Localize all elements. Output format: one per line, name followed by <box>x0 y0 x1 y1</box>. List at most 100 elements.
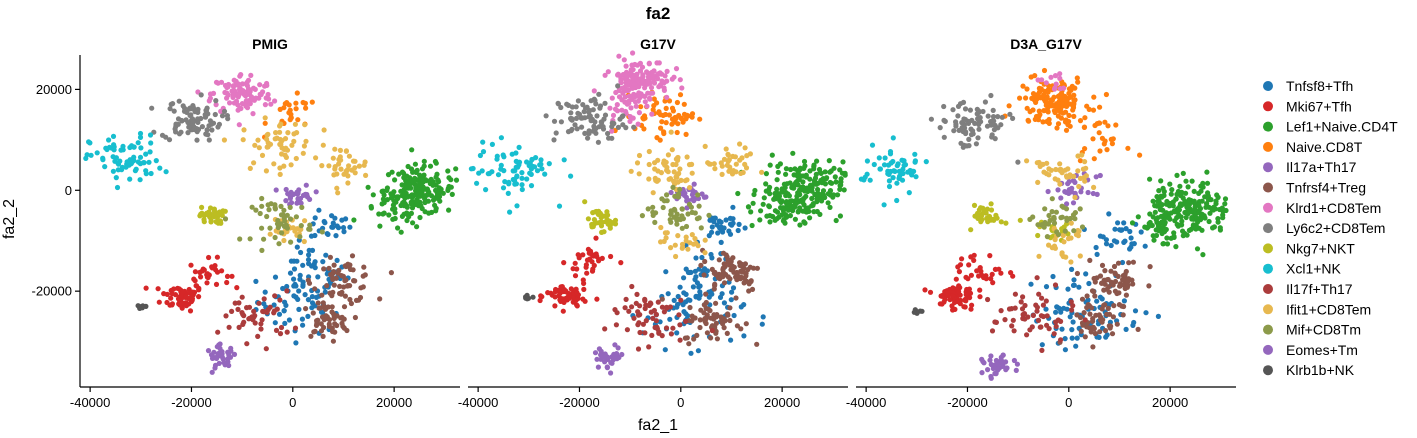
scatter-point <box>335 270 341 276</box>
x-tick-label: 0 <box>677 395 684 410</box>
scatter-point <box>1102 328 1109 334</box>
scatter-point <box>341 171 347 177</box>
scatter-point <box>318 321 324 327</box>
scatter-point <box>679 206 685 212</box>
scatter-point <box>427 163 434 169</box>
scatter-point <box>649 332 655 338</box>
scatter-point <box>251 97 257 103</box>
scatter-point <box>155 286 161 292</box>
scatter-point <box>1072 179 1078 185</box>
scatter-point <box>1055 177 1061 183</box>
scatter-point <box>288 239 294 245</box>
scatter-point <box>316 207 322 213</box>
scatter-point <box>362 272 368 278</box>
scatter-point <box>636 152 643 159</box>
scatter-point <box>1055 231 1062 238</box>
scatter-point <box>975 135 981 141</box>
scatter-point <box>235 306 241 312</box>
scatter-point <box>632 99 639 105</box>
scatter-point <box>513 164 519 170</box>
scatter-point <box>1054 125 1060 131</box>
scatter-point <box>306 261 312 267</box>
scatter-point <box>988 276 994 282</box>
scatter-point <box>281 207 287 213</box>
scatter-point <box>837 186 843 192</box>
scatter-point <box>608 253 614 260</box>
scatter-point <box>919 308 925 314</box>
x-tick-label: -20000 <box>559 395 599 410</box>
scatter-point <box>649 72 656 78</box>
scatter-point <box>977 287 983 293</box>
scatter-point <box>1055 103 1061 109</box>
scatter-point <box>421 163 427 169</box>
scatter-point <box>722 318 728 324</box>
scatter-point <box>787 213 794 219</box>
scatter-point <box>714 336 721 342</box>
scatter-point <box>652 219 658 225</box>
scatter-point <box>677 337 683 343</box>
scatter-point <box>689 161 695 167</box>
scatter-point <box>412 161 418 167</box>
scatter-point <box>899 157 905 163</box>
scatter-point <box>1020 83 1026 89</box>
scatter-point <box>1199 198 1205 204</box>
scatter-point <box>574 290 580 296</box>
scatter-point <box>639 213 646 219</box>
scatter-point <box>1060 204 1066 210</box>
scatter-point <box>876 155 882 161</box>
scatter-point <box>686 341 692 347</box>
scatter-point <box>1086 106 1092 112</box>
scatter-point <box>1090 136 1096 142</box>
scatter-point <box>950 285 956 291</box>
scatter-point <box>1082 317 1088 323</box>
scatter-point <box>1027 109 1033 115</box>
scatter-point <box>1026 118 1032 124</box>
scatter-point <box>585 216 592 222</box>
scatter-point <box>322 220 328 226</box>
scatter-point <box>363 172 369 178</box>
scatter-point <box>88 152 94 158</box>
scatter-point <box>743 270 749 276</box>
scatter-point <box>674 330 680 336</box>
scatter-point <box>191 276 197 282</box>
scatter-point <box>780 208 787 214</box>
scatter-point <box>654 100 660 106</box>
scatter-point <box>760 201 766 207</box>
scatter-point <box>681 101 687 107</box>
scatter-point <box>1135 326 1141 332</box>
scatter-point <box>231 92 237 98</box>
scatter-point <box>809 188 815 194</box>
scatter-point <box>623 296 629 302</box>
scatter-point <box>1068 220 1074 226</box>
scatter-point <box>476 170 482 176</box>
scatter-point <box>789 204 796 210</box>
scatter-point <box>1071 113 1077 119</box>
scatter-point <box>568 173 574 179</box>
scatter-point <box>146 159 152 165</box>
scatter-point <box>199 124 205 130</box>
scatter-point <box>1062 228 1068 234</box>
scatter-point <box>1103 237 1109 243</box>
scatter-point <box>679 191 685 197</box>
scatter-point <box>966 262 972 268</box>
legend-item: Mif+CD8Tm <box>1263 322 1361 338</box>
scatter-point <box>1087 311 1093 317</box>
scatter-point <box>622 305 628 311</box>
scatter-point <box>670 184 676 190</box>
scatter-point <box>320 333 326 339</box>
scatter-point <box>775 169 781 175</box>
scatter-point <box>202 114 209 120</box>
scatter-point <box>1082 334 1088 340</box>
scatter-point <box>498 135 504 141</box>
scatter-point <box>691 198 697 204</box>
scatter-point <box>1196 210 1202 216</box>
scatter-point <box>1160 224 1166 231</box>
scatter-point <box>287 204 293 210</box>
legend-marker <box>1263 284 1273 294</box>
scatter-point <box>556 203 563 209</box>
scatter-point <box>324 314 330 320</box>
scatter-point <box>697 324 703 331</box>
scatter-point <box>1012 291 1019 297</box>
scatter-point <box>585 135 591 141</box>
scatter-point <box>1023 95 1029 101</box>
